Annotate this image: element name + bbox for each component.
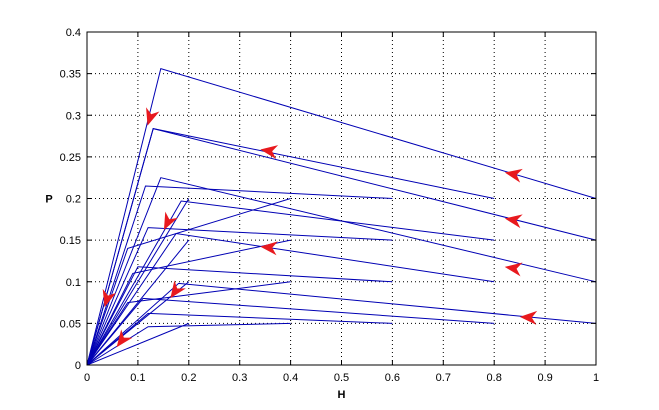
direction-arrow — [504, 262, 523, 277]
trajectory-line — [86, 198, 190, 366]
direction-arrow — [260, 241, 278, 256]
direction-arrow — [519, 310, 538, 325]
trajectory-line — [86, 239, 190, 366]
y-axis-label: P — [45, 194, 52, 206]
y-tick-label: 0 — [75, 360, 81, 372]
direction-arrow — [102, 288, 117, 308]
x-tick-label: 0 — [84, 372, 90, 384]
y-tick-label: 0.4 — [66, 27, 81, 39]
trajectory-line — [86, 281, 291, 366]
trajectory-line — [86, 128, 495, 366]
y-tick-label: 0.05 — [60, 318, 81, 330]
x-tick-label: 0.1 — [130, 372, 145, 384]
x-tick-label: 0.6 — [385, 372, 400, 384]
direction-arrow — [504, 168, 523, 183]
x-tick-label: 0.8 — [487, 372, 502, 384]
axis-ticks: 0 0.1 0.2 0.3 0.4 0.5 0.6 0.7 0.8 0.9 1 0 0.05 0.1 0.1… — [60, 27, 599, 384]
trajectory-line — [86, 227, 393, 366]
y-tick-label: 0.1 — [66, 277, 81, 289]
y-tick-label: 0.25 — [60, 152, 81, 164]
trajectories — [86, 67, 597, 366]
direction-arrow — [116, 329, 133, 348]
x-tick-label: 0.9 — [537, 372, 552, 384]
direction-arrow — [504, 214, 523, 229]
x-tick-label: 0.2 — [181, 372, 196, 384]
trajectory-line — [86, 322, 291, 366]
x-tick-label: 1 — [593, 372, 599, 384]
x-tick-label: 0.4 — [283, 372, 298, 384]
x-tick-label: 0.5 — [334, 372, 349, 384]
x-tick-label: 0.3 — [232, 372, 247, 384]
trajectory-line — [86, 67, 597, 366]
x-axis-label: H — [338, 389, 346, 401]
direction-arrow — [163, 211, 178, 230]
direction-arrow — [170, 280, 186, 299]
trajectory-line — [86, 266, 393, 366]
direction-arrow — [260, 145, 279, 159]
y-tick-label: 0.15 — [60, 235, 81, 247]
trajectory-line — [86, 177, 597, 366]
trajectory-line — [86, 239, 291, 366]
trajectory-line — [86, 198, 291, 366]
trajectory-line — [86, 322, 189, 366]
trajectory-line — [86, 185, 393, 366]
trajectory-line — [86, 282, 597, 366]
y-tick-label: 0.35 — [60, 69, 81, 81]
direction-arrows — [102, 107, 538, 348]
y-tick-label: 0.2 — [66, 194, 81, 206]
trajectory-line — [86, 200, 495, 366]
direction-arrow — [146, 107, 160, 126]
y-tick-label: 0.3 — [66, 110, 81, 122]
x-tick-label: 0.7 — [436, 372, 451, 384]
